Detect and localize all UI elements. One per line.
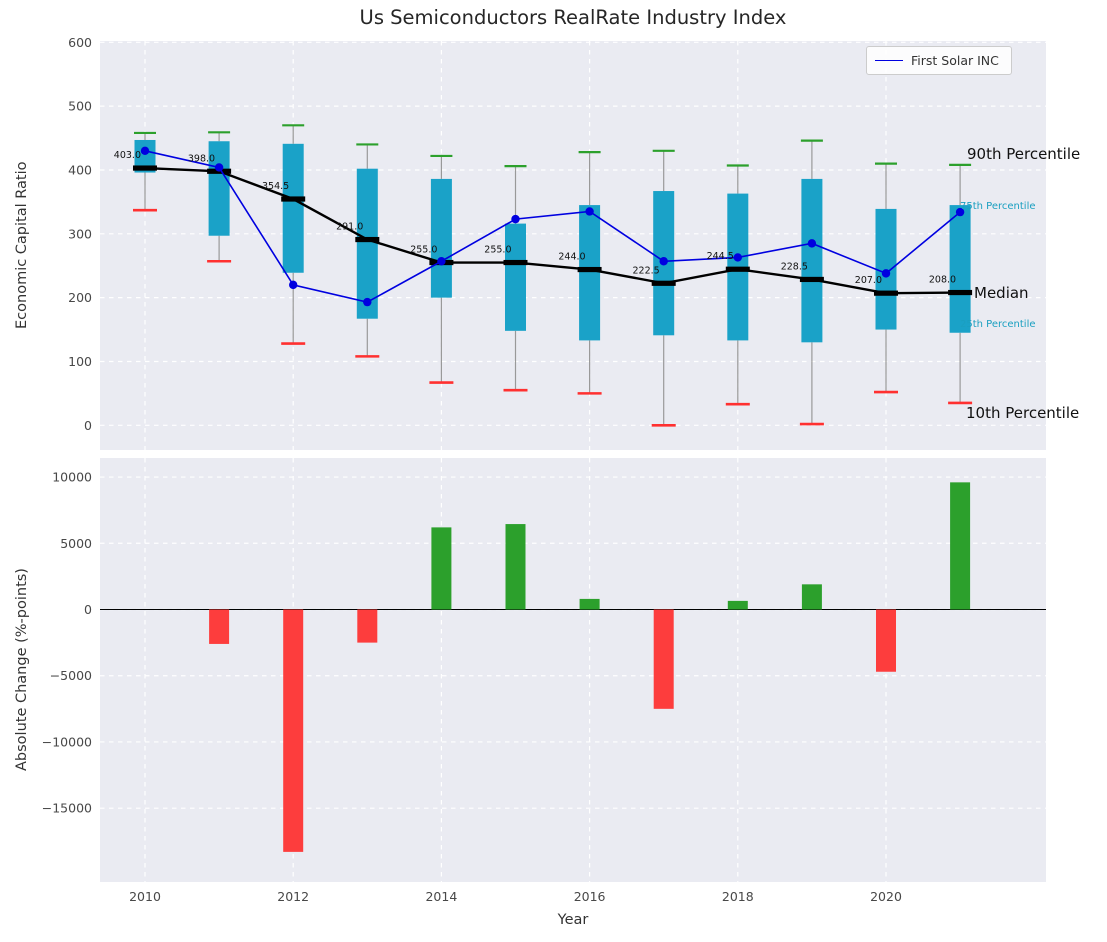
svg-text:2012: 2012 (277, 889, 309, 904)
x-axis-label: Year (557, 912, 589, 928)
svg-text:244.0: 244.0 (558, 252, 585, 263)
svg-text:208.0: 208.0 (929, 275, 956, 286)
svg-text:300: 300 (68, 226, 92, 241)
svg-text:244.5: 244.5 (707, 251, 734, 262)
svg-text:255.0: 255.0 (484, 245, 511, 256)
annotation-10th-percentile: 10th Percentile (966, 404, 1080, 422)
annotation-25th-percentile: 25th Percentile (960, 319, 1036, 330)
svg-text:200: 200 (68, 290, 92, 305)
top-y-axis-label: Economic Capital Ratio (14, 161, 30, 330)
svg-text:354.5: 354.5 (262, 181, 289, 192)
svg-text:5000: 5000 (60, 536, 92, 551)
svg-text:228.5: 228.5 (781, 261, 808, 272)
svg-text:2014: 2014 (425, 889, 457, 904)
svg-text:255.0: 255.0 (410, 245, 437, 256)
svg-text:500: 500 (68, 99, 92, 114)
svg-text:10000: 10000 (52, 470, 92, 485)
svg-text:403.0: 403.0 (114, 150, 141, 161)
svg-text:398.0: 398.0 (188, 153, 215, 164)
legend-first-solar: First Solar INC (866, 46, 1012, 75)
svg-text:222.5: 222.5 (632, 265, 659, 276)
legend-line-swatch (875, 60, 903, 61)
svg-text:2010: 2010 (129, 889, 161, 904)
svg-text:0: 0 (84, 602, 92, 617)
svg-text:291.0: 291.0 (336, 222, 363, 233)
annotation-75th-percentile: 75th Percentile (960, 201, 1036, 212)
svg-text:207.0: 207.0 (855, 275, 882, 286)
figure-title: Us Semiconductors RealRate Industry Inde… (359, 6, 787, 29)
svg-text:−15000: −15000 (42, 801, 92, 816)
annotation-90th-percentile: 90th Percentile (967, 145, 1081, 163)
svg-text:−5000: −5000 (50, 668, 92, 683)
annotation-median: Median (974, 284, 1029, 302)
svg-text:600: 600 (68, 35, 92, 50)
svg-text:−10000: −10000 (42, 734, 92, 749)
svg-text:100: 100 (68, 354, 92, 369)
bottom-y-axis-label: Absolute Change (%-points) (14, 568, 30, 772)
svg-text:2018: 2018 (722, 889, 754, 904)
svg-text:400: 400 (68, 162, 92, 177)
legend-label: First Solar INC (911, 53, 999, 68)
svg-text:2020: 2020 (870, 889, 902, 904)
svg-text:2016: 2016 (574, 889, 606, 904)
svg-text:0: 0 (84, 418, 92, 433)
